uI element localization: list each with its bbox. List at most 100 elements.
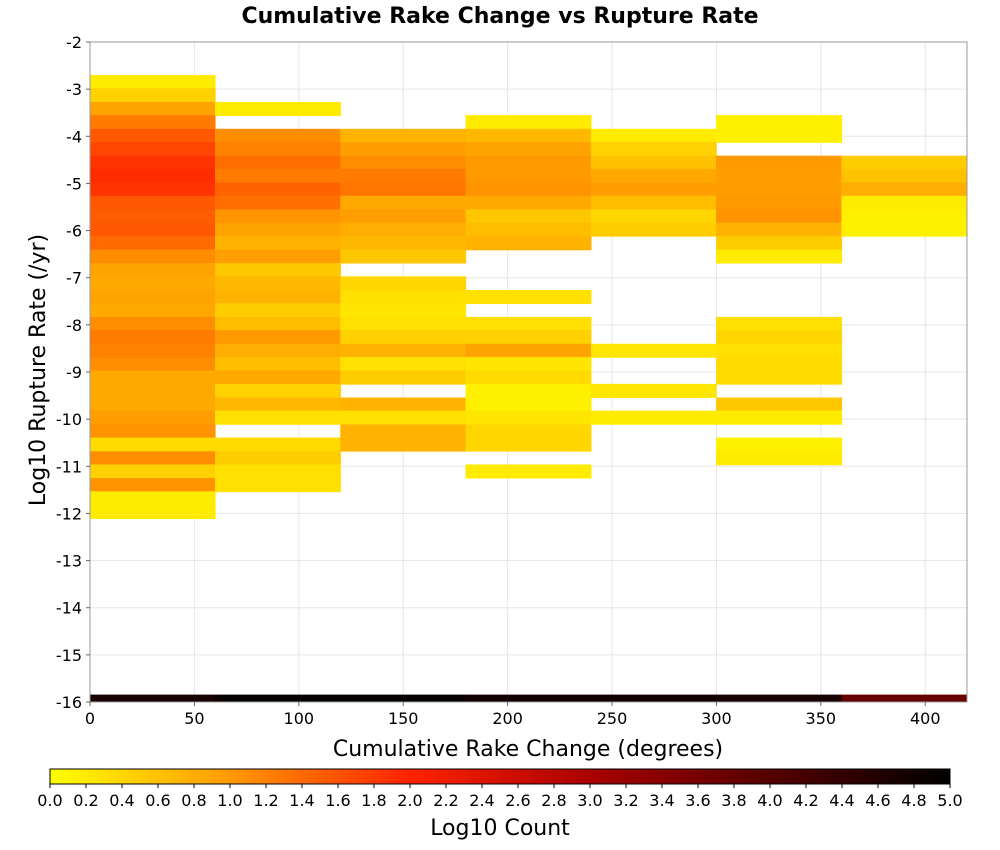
heatmap-cell <box>89 316 216 331</box>
heatmap-cell <box>340 316 467 331</box>
heatmap-cell <box>841 182 968 197</box>
heatmap-cell <box>89 397 216 412</box>
heatmap-cell <box>214 128 341 143</box>
heatmap-cell <box>89 437 216 452</box>
heatmap-cell <box>214 222 341 237</box>
heatmap-cell <box>214 316 341 331</box>
heatmap-cell <box>340 437 467 452</box>
colorbar-tick-label: 0.4 <box>109 791 134 810</box>
heatmap-cell <box>465 397 592 412</box>
heatmap-cell <box>214 410 341 425</box>
heatmap-cell <box>89 478 216 493</box>
heatmap-cell <box>465 182 592 197</box>
heatmap-cell <box>465 222 592 237</box>
heatmap-cell <box>89 182 216 197</box>
heatmap-cell <box>590 128 717 143</box>
colorbar-tick-label: 1.0 <box>217 791 242 810</box>
heatmap-cell <box>214 330 341 345</box>
heatmap-cell <box>89 424 216 439</box>
heatmap-cell <box>214 209 341 224</box>
heatmap-cells <box>89 75 968 703</box>
heatmap-cell <box>716 168 843 183</box>
heatmap-cell <box>590 222 717 237</box>
colorbar <box>49 768 951 785</box>
heatmap-cell <box>590 195 717 210</box>
heatmap-cell <box>465 290 592 305</box>
colorbar-tick-label: 4.8 <box>901 791 926 810</box>
colorbar-tick-label: 3.0 <box>577 791 602 810</box>
y-axis-label: Log10 Rupture Rate (/yr) <box>26 234 51 506</box>
heatmap-cell <box>716 410 843 425</box>
heatmap-cell <box>89 75 216 90</box>
colorbar-tick-label: 0.2 <box>73 791 98 810</box>
colorbar-tick-label: 4.4 <box>829 791 854 810</box>
y-tick-label: -5 <box>66 174 82 193</box>
heatmap-cell <box>214 141 341 157</box>
heatmap-cell <box>841 195 968 210</box>
colorbar-tick-label: 2.6 <box>505 791 530 810</box>
y-tick-label: -15 <box>56 646 82 665</box>
heatmap-cell <box>89 491 216 506</box>
heatmap-cell <box>89 249 216 264</box>
heatmap-cell-bottom <box>89 694 216 703</box>
y-tick-label: -6 <box>66 222 82 241</box>
heatmap-cell <box>590 383 717 398</box>
heatmap-cell <box>89 101 216 116</box>
heatmap-cell <box>89 356 216 372</box>
heatmap-cell <box>214 276 341 291</box>
heatmap-cell-bottom <box>841 694 968 703</box>
heatmap-cell <box>716 330 843 345</box>
heatmap-cell <box>716 115 843 130</box>
colorbar-tick-label: 0.6 <box>145 791 170 810</box>
heatmap-cell <box>716 370 843 385</box>
x-tick-label: 0 <box>85 709 95 728</box>
heatmap-cell <box>340 303 467 318</box>
x-tick-label: 350 <box>806 709 837 728</box>
heatmap-cell <box>465 383 592 398</box>
heatmap-cell <box>590 410 717 425</box>
heatmap-cell <box>340 249 467 264</box>
heatmap-cell <box>465 316 592 331</box>
heatmap-cell-bottom <box>340 694 467 703</box>
heatmap-cell <box>465 128 592 143</box>
heatmap-cell <box>465 209 592 224</box>
colorbar-tick-label: 3.6 <box>685 791 710 810</box>
x-tick-label: 50 <box>184 709 204 728</box>
heatmap-cell <box>214 451 341 466</box>
heatmap-cell <box>340 370 467 385</box>
heatmap-cell <box>841 209 968 224</box>
heatmap-cell <box>89 236 216 251</box>
heatmap-cell <box>214 343 341 358</box>
heatmap-cell <box>465 464 592 479</box>
heatmap-cell <box>214 168 341 183</box>
heatmap-cell <box>214 356 341 372</box>
heatmap-cell <box>841 155 968 170</box>
heatmap-cell <box>89 451 216 466</box>
heatmap-cell <box>214 303 341 318</box>
heatmap-cell <box>590 343 717 358</box>
heatmap-cell <box>590 155 717 170</box>
heatmap-cell <box>716 356 843 372</box>
x-tick-label: 150 <box>388 709 419 728</box>
heatmap-cell <box>89 141 216 157</box>
colorbar-tick-label: 5.0 <box>937 791 962 810</box>
colorbar-tick-label: 1.2 <box>253 791 278 810</box>
heatmap-cell <box>716 128 843 143</box>
y-tick-label: -4 <box>66 127 82 146</box>
heatmap-cell <box>716 437 843 452</box>
heatmap-cell <box>340 424 467 439</box>
y-tick-label: -8 <box>66 316 82 335</box>
heatmap-cell <box>340 276 467 291</box>
heatmap-cell <box>465 343 592 358</box>
colorbar-tick-label: 0.8 <box>181 791 206 810</box>
heatmap-cell <box>214 195 341 210</box>
heatmap-cell <box>841 168 968 183</box>
heatmap-cell <box>340 222 467 237</box>
heatmap-cell <box>89 155 216 170</box>
heatmap-cell <box>465 370 592 385</box>
heatmap-cell <box>89 330 216 345</box>
heatmap-cell <box>465 410 592 425</box>
heatmap-cell <box>465 195 592 210</box>
heatmap-cell <box>340 397 467 412</box>
